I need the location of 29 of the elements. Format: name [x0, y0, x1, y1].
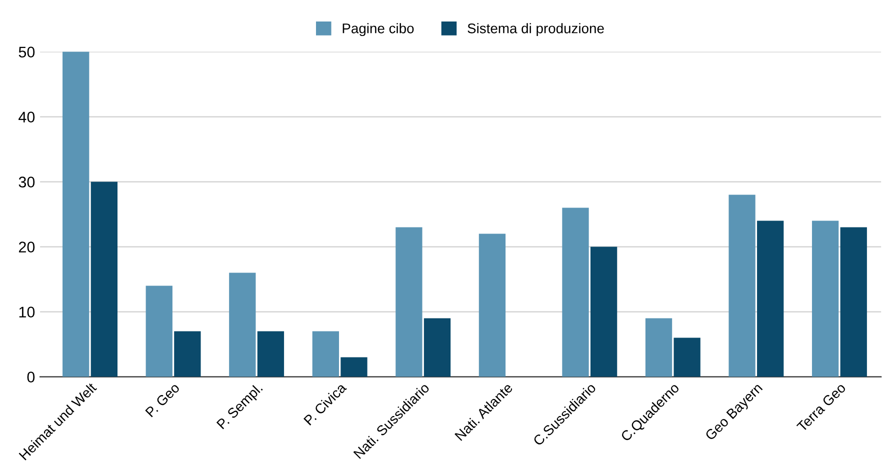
bar — [478, 234, 506, 377]
bar — [90, 182, 118, 377]
bar — [728, 194, 756, 377]
legend-label: Sistema di produzione — [468, 23, 604, 36]
x-tick-label: Terra Geo — [796, 382, 846, 432]
bar — [62, 52, 90, 377]
bar — [757, 220, 784, 377]
bar — [174, 331, 201, 377]
y-tick-label: 30 — [18, 176, 35, 188]
bar — [562, 208, 589, 377]
bar — [424, 318, 451, 377]
bar — [312, 331, 339, 377]
bar — [812, 220, 839, 377]
x-tick-label: P. Geo — [145, 382, 180, 418]
y-tick-label: 40 — [18, 112, 35, 122]
y-tick-label: 10 — [19, 306, 35, 318]
bar — [590, 246, 618, 377]
bar — [229, 272, 256, 377]
bar — [146, 286, 172, 377]
legend-label: Pagine cibo — [342, 23, 414, 36]
bar — [674, 338, 700, 377]
bar — [840, 227, 867, 377]
bar — [257, 331, 284, 377]
bar — [396, 227, 422, 377]
bar — [645, 318, 672, 377]
bar — [340, 357, 368, 377]
y-tick-label: 20 — [18, 242, 35, 252]
y-tick-label: 50 — [18, 46, 35, 58]
y-tick-label: 0 — [27, 372, 35, 382]
